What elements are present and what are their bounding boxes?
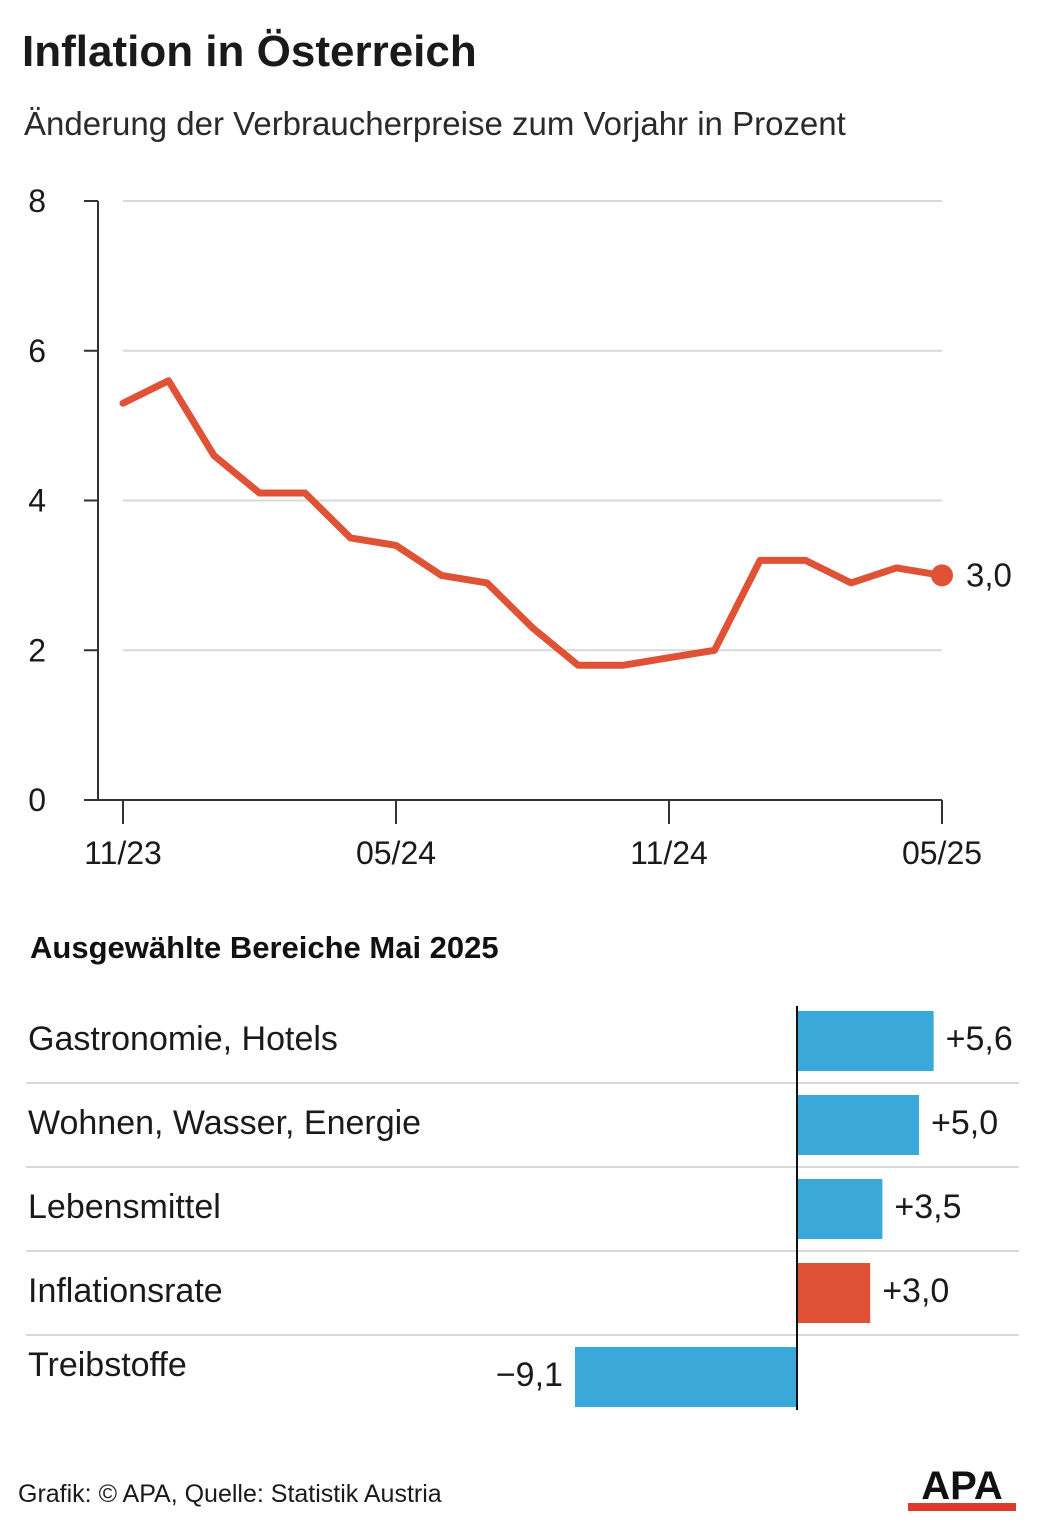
data-point <box>666 655 672 661</box>
bar <box>797 1095 919 1155</box>
x-tick-label: 05/25 <box>902 835 982 871</box>
category-label: Gastronomie, Hotels <box>28 1020 338 1058</box>
inflation-line-chart: 0 2 4 6 8 11/23 05/24 11/24 05/25 3,0 <box>28 183 1012 871</box>
data-point <box>575 662 581 668</box>
bar <box>797 1011 934 1071</box>
x-tick-label: 11/23 <box>84 835 162 871</box>
data-point <box>302 490 308 496</box>
data-point <box>166 378 172 384</box>
value-label: +5,0 <box>931 1104 998 1142</box>
svg-text:APA: APA <box>921 1465 1002 1508</box>
y-tick-label: 2 <box>28 632 46 668</box>
data-point <box>120 400 126 406</box>
category-label: Inflationsrate <box>28 1272 223 1310</box>
data-point <box>530 625 536 631</box>
value-label: +3,5 <box>894 1188 961 1226</box>
chart-title: Inflation in Österreich <box>22 27 477 76</box>
data-point <box>211 453 217 459</box>
data-point <box>803 557 809 563</box>
category-label: Wohnen, Wasser, Energie <box>28 1104 421 1142</box>
y-tick-label: 0 <box>28 782 46 818</box>
y-tick-label: 4 <box>28 483 46 519</box>
value-label: +5,6 <box>946 1020 1013 1058</box>
inflation-series-line <box>119 377 946 669</box>
data-point <box>393 542 399 548</box>
end-value-label: 3,0 <box>966 556 1012 593</box>
bar <box>574 1347 797 1407</box>
x-tick-label: 05/24 <box>356 835 436 871</box>
bar <box>797 1263 871 1323</box>
data-point <box>257 490 263 496</box>
category-label: Lebensmittel <box>28 1188 221 1226</box>
bar-chart-title: Ausgewählte Bereiche Mai 2025 <box>30 930 499 965</box>
source-credit: Grafik: © APA, Quelle: Statistik Austria <box>18 1480 442 1508</box>
x-tick-label: 11/24 <box>630 835 708 871</box>
data-point <box>848 580 854 586</box>
data-point <box>757 557 763 563</box>
data-point <box>712 647 718 653</box>
value-label: −9,1 <box>496 1356 563 1394</box>
category-label: Treibstoffe <box>28 1346 187 1384</box>
data-point <box>484 580 490 586</box>
data-point <box>439 572 445 578</box>
value-label: +3,0 <box>882 1272 949 1310</box>
end-point-dot <box>931 564 953 587</box>
data-point <box>621 662 627 668</box>
data-point <box>348 535 354 541</box>
y-tick-label: 8 <box>28 183 46 219</box>
y-tick-label: 6 <box>28 333 46 369</box>
chart-subtitle: Änderung der Verbraucherpreise zum Vorja… <box>24 105 846 142</box>
sector-bar-chart: Gastronomie, Hotels +5,6 Wohnen, Wasser, E… <box>26 1006 1019 1410</box>
data-point <box>894 565 900 571</box>
bar <box>797 1179 883 1239</box>
apa-logo: APA <box>908 1465 1016 1511</box>
